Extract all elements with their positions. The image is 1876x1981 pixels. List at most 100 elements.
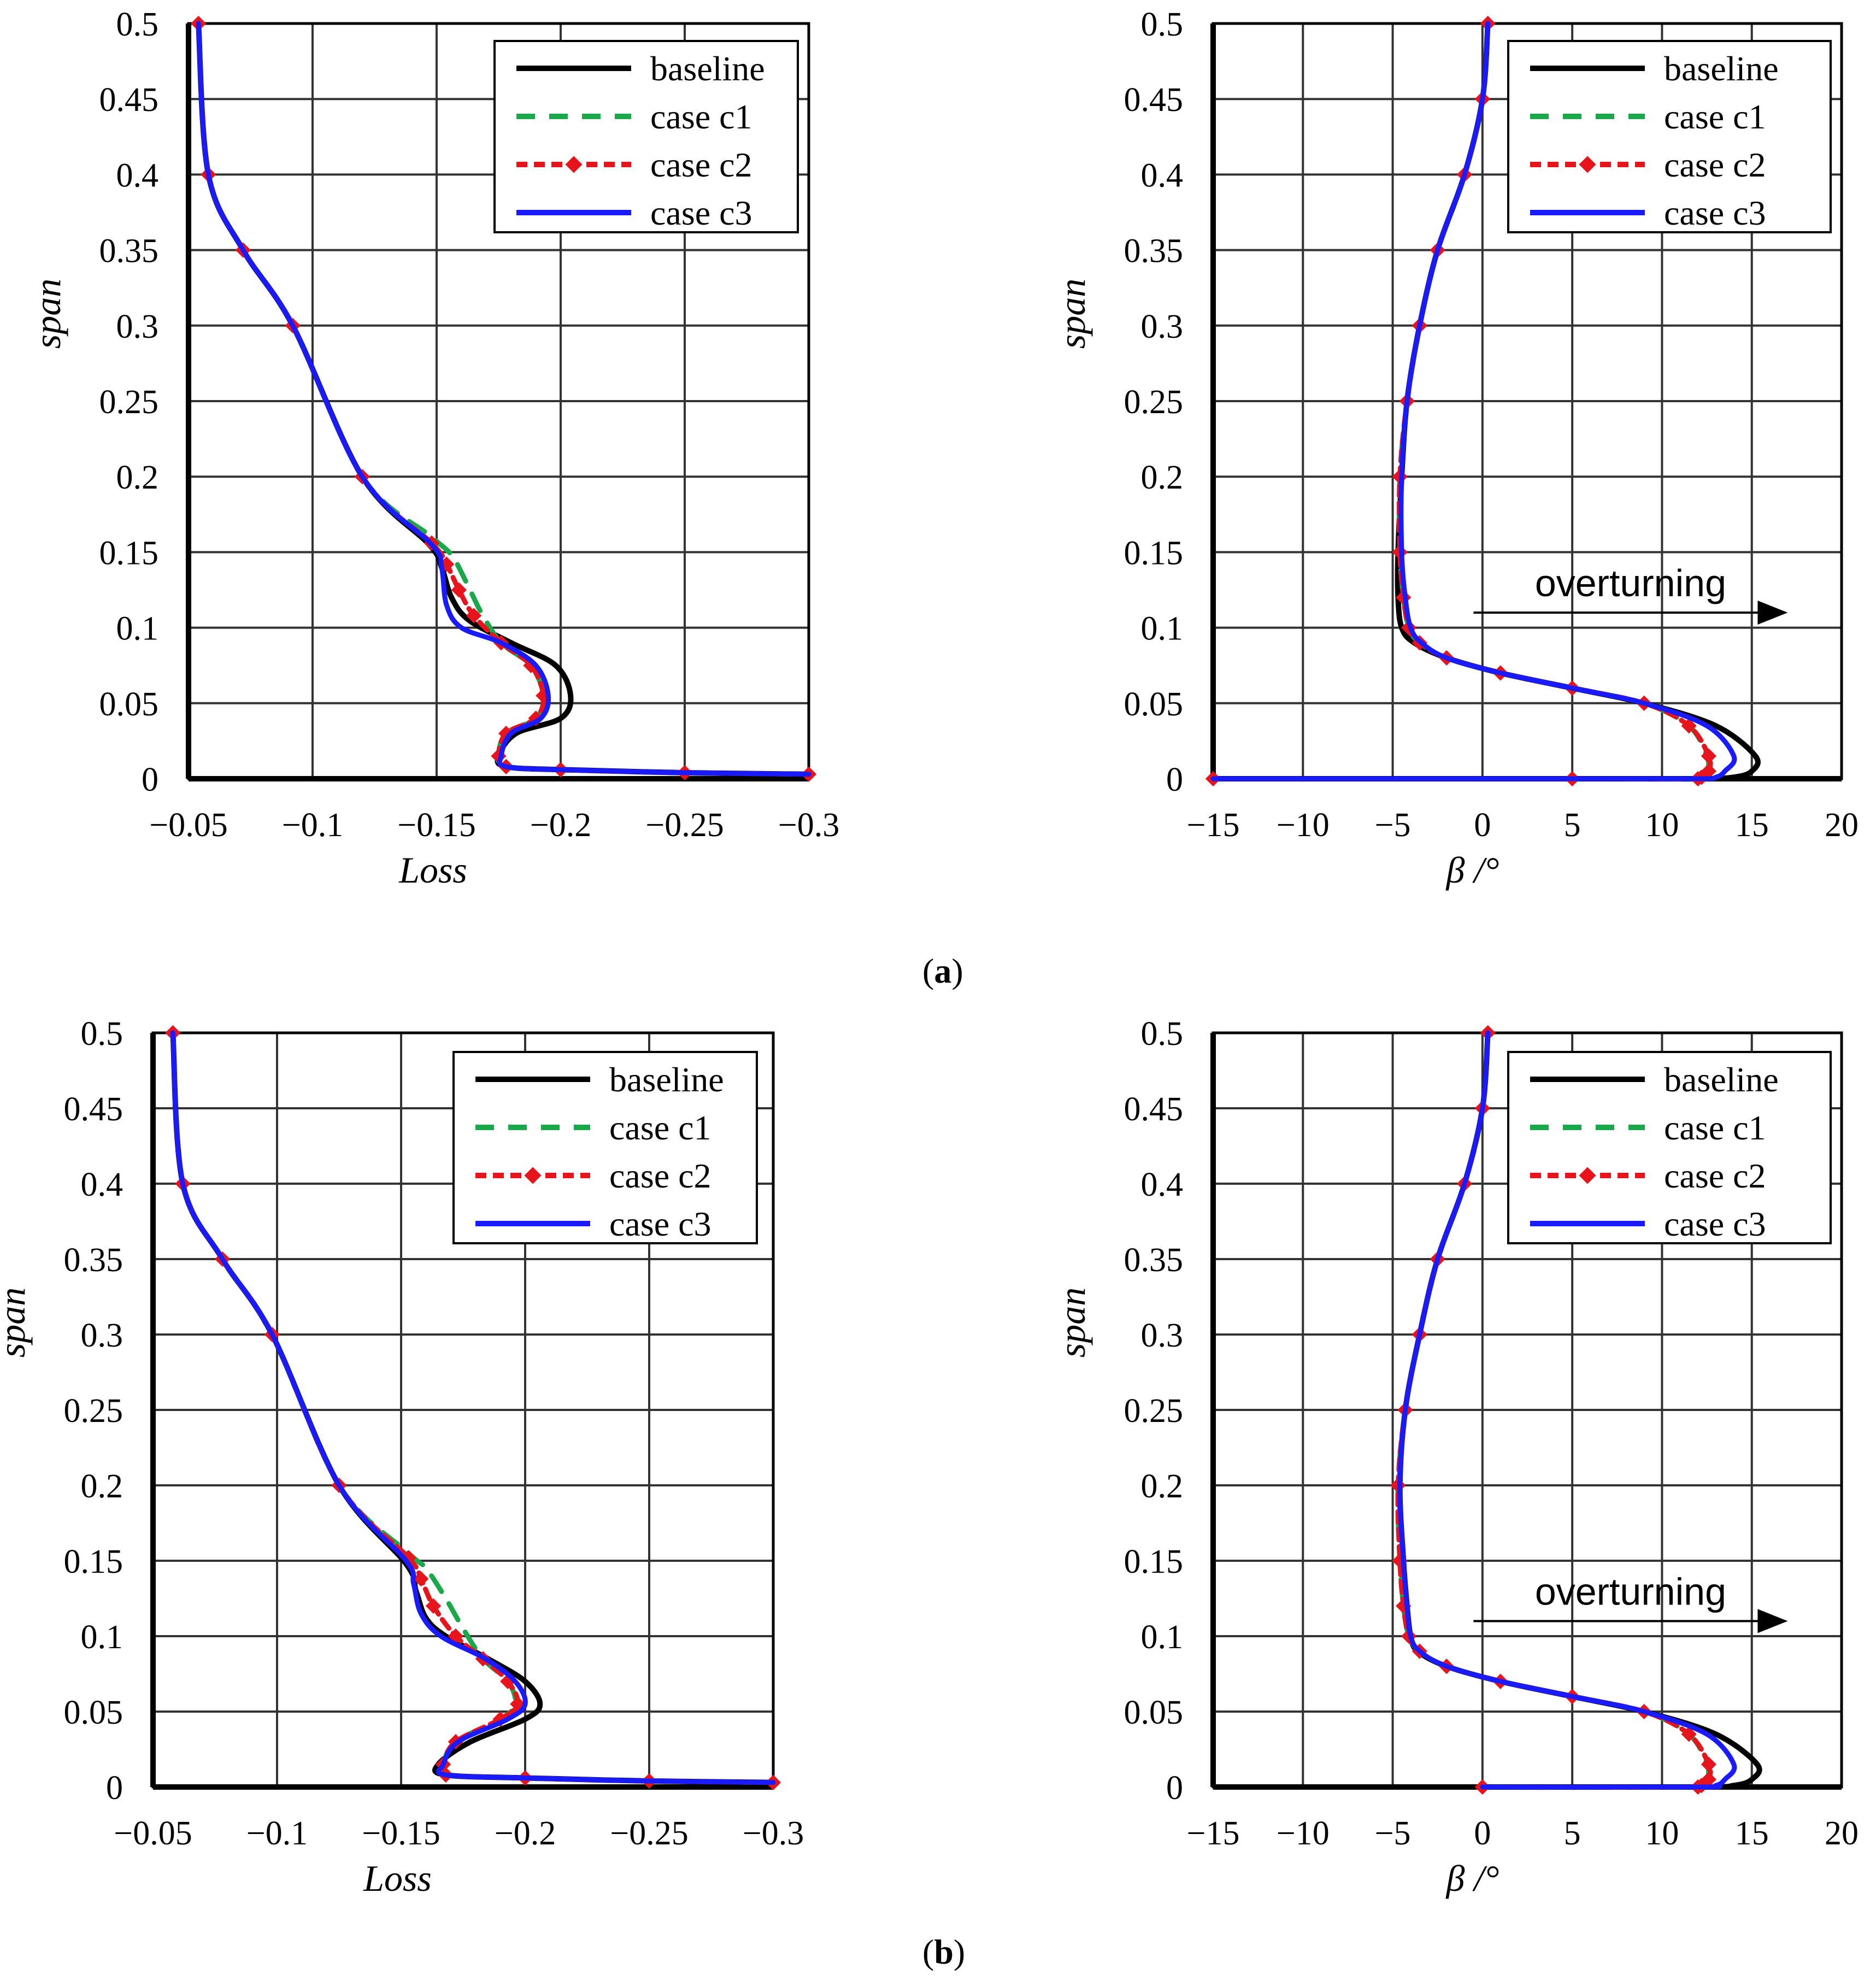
y-tick-label: 0.3 xyxy=(116,308,159,345)
series-marker-case-c2 xyxy=(451,582,467,598)
y-tick-label: 0.2 xyxy=(1141,459,1184,496)
legend-label: case c2 xyxy=(1664,1156,1766,1195)
y-tick-label: 0 xyxy=(1166,1770,1183,1807)
legend-label: baseline xyxy=(1664,1060,1779,1099)
y-tick-label: 0.45 xyxy=(99,81,159,119)
x-tick-label: −0.25 xyxy=(610,1815,688,1852)
y-tick-label: 0.05 xyxy=(99,686,159,723)
legend-box xyxy=(1507,1051,1832,1244)
y-tick-label: 0.5 xyxy=(1141,6,1184,43)
legend: baseline case c1 case c2 case c3 xyxy=(493,40,799,233)
y-axis-title: span xyxy=(0,1288,33,1357)
y-tick-label: 0.35 xyxy=(1124,233,1184,270)
annotation-text: overturning xyxy=(1535,1570,1726,1613)
y-tick-label: 0.2 xyxy=(81,1468,124,1505)
chart-b-beta: −15 −10 −5 0 5 10 15 20 0 0.05 0.1 0.15 0.2 0.25 0.3 0.… xyxy=(1051,1015,1859,1899)
y-tick-label: 0.15 xyxy=(1124,1543,1184,1580)
x-tick-label: −0.3 xyxy=(778,807,839,844)
x-tick-label: −0.3 xyxy=(743,1815,804,1852)
y-tick-label: 0.25 xyxy=(1124,1392,1184,1430)
legend-label: case c2 xyxy=(1664,145,1766,184)
y-axis-title: span xyxy=(1051,1288,1093,1357)
legend-marker xyxy=(1579,156,1596,173)
y-tick-label: 0 xyxy=(1166,761,1183,798)
series-marker-case-c2 xyxy=(1701,1756,1716,1772)
x-tick-label: 20 xyxy=(1825,1815,1859,1852)
y-tick-label: 0.35 xyxy=(99,233,159,270)
x-tick-label: −15 xyxy=(1187,807,1240,844)
series-line-case-c3 xyxy=(1397,1030,1737,1790)
series-line-case-c3 xyxy=(1210,21,1737,781)
x-tick-label: −5 xyxy=(1375,807,1411,844)
legend-label: case c3 xyxy=(1664,193,1766,232)
legend-label: case c3 xyxy=(650,193,752,232)
legend-label: case c1 xyxy=(1664,97,1766,136)
y-tick-label: 0.4 xyxy=(1141,157,1184,194)
legend-label: case c1 xyxy=(609,1108,711,1147)
y-tick-label: 0.05 xyxy=(1124,686,1184,723)
panel-label-b: (b) xyxy=(922,1932,966,1971)
x-tick-label: −10 xyxy=(1277,1815,1330,1852)
x-tick-label: −0.1 xyxy=(282,807,343,844)
x-tick-label: −0.05 xyxy=(149,807,227,844)
legend-box xyxy=(452,1051,758,1244)
x-tick-label: −15 xyxy=(1187,1815,1240,1852)
legend-label: case c3 xyxy=(1664,1204,1766,1243)
x-axis-title: β /° xyxy=(1445,849,1499,891)
legend-marker xyxy=(565,156,583,173)
x-tick-label: 15 xyxy=(1735,1815,1769,1852)
x-tick-label: 10 xyxy=(1645,807,1679,844)
annotation-text: overturning xyxy=(1535,562,1726,604)
x-tick-label: −0.25 xyxy=(645,807,724,844)
y-tick-label: 0.35 xyxy=(64,1242,124,1279)
x-axis-title: Loss xyxy=(398,849,467,891)
legend-label: baseline xyxy=(609,1060,724,1099)
x-tick-label: 5 xyxy=(1564,807,1581,844)
y-tick-label: 0.45 xyxy=(64,1091,124,1128)
series-line-case-c3 xyxy=(196,21,811,777)
legend: baseline case c1 case c2 case c3 xyxy=(452,1051,758,1244)
legend-label: baseline xyxy=(650,49,765,88)
y-tick-label: 0.5 xyxy=(116,6,159,43)
y-tick-label: 0.05 xyxy=(64,1694,124,1731)
y-tick-label: 0.4 xyxy=(81,1166,124,1203)
series-line-case-c3 xyxy=(170,1030,776,1785)
series-marker-case-c2 xyxy=(1681,718,1697,734)
chart-b-loss: −0.05 −0.1 −0.15 −0.2 −0.25 −0.3 0 0.05 0.1 0.15 0… xyxy=(0,1015,804,1899)
x-tick-label: 0 xyxy=(1474,1815,1491,1852)
series-marker-case-c2 xyxy=(1701,748,1716,764)
y-tick-label: 0.3 xyxy=(1141,1317,1184,1354)
y-tick-label: 0.25 xyxy=(1124,384,1184,421)
y-tick-label: 0.4 xyxy=(1141,1166,1184,1203)
x-tick-label: 15 xyxy=(1735,807,1769,844)
legend-box xyxy=(493,40,799,233)
x-tick-label: 20 xyxy=(1825,807,1859,844)
y-tick-label: 0.1 xyxy=(116,610,159,648)
legend-box xyxy=(1507,40,1832,233)
y-tick-label: 0.05 xyxy=(1124,1694,1184,1731)
x-tick-label: −0.15 xyxy=(397,807,475,844)
y-tick-label: 0.15 xyxy=(64,1543,124,1580)
y-tick-label: 0.3 xyxy=(1141,308,1184,345)
y-tick-label: 0.1 xyxy=(1141,1619,1184,1656)
y-tick-label: 0 xyxy=(106,1770,123,1807)
y-tick-label: 0.1 xyxy=(1141,610,1184,648)
y-tick-label: 0.4 xyxy=(116,157,159,194)
y-tick-label: 0 xyxy=(142,761,158,798)
y-tick-label: 0.25 xyxy=(99,384,159,421)
series-marker-case-c2 xyxy=(413,1571,429,1587)
x-tick-label: −0.05 xyxy=(114,1815,192,1852)
y-tick-label: 0.15 xyxy=(99,534,159,572)
x-tick-label: −10 xyxy=(1277,807,1330,844)
y-tick-label: 0.1 xyxy=(81,1619,124,1656)
x-tick-label: 10 xyxy=(1645,1815,1679,1852)
panel-label-a: (a) xyxy=(922,951,963,990)
panel-label-b-letter: b xyxy=(934,1932,954,1971)
y-tick-label: 0.25 xyxy=(64,1392,124,1430)
series-marker-case-c2 xyxy=(425,1598,442,1614)
legend-label: case c1 xyxy=(650,97,752,136)
y-tick-label: 0.3 xyxy=(81,1317,124,1354)
annotation-arrow-head xyxy=(1757,600,1788,625)
